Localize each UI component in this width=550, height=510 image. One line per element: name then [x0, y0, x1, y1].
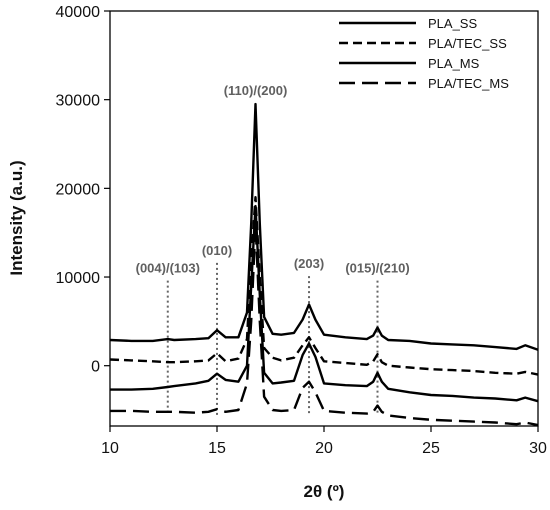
x-axis: 10 15 20 25 30: [101, 426, 547, 457]
series-layer: [109, 102, 539, 427]
peak-label: (004)/(103): [136, 261, 200, 276]
legend-label: PLA_MS: [428, 56, 480, 71]
legend-label: PLA_SS: [428, 16, 477, 31]
y-tick-label: 10000: [56, 270, 101, 287]
x-tick-label: 15: [208, 440, 226, 457]
peak-label: (010): [202, 243, 232, 258]
series-line-4: [110, 222, 539, 427]
x-tick-label: 20: [315, 440, 333, 457]
y-tick-label: 0: [91, 359, 100, 376]
peak-label: (015)/(210): [345, 261, 409, 276]
y-tick-label: 40000: [56, 4, 101, 21]
y-tick-label: 30000: [56, 93, 101, 110]
peak-label: (110)/(200): [224, 83, 288, 98]
legend-label: PLA/TEC_SS: [428, 36, 507, 51]
x-tick-label: 30: [529, 440, 547, 457]
peak-label: (203): [294, 256, 324, 271]
y-tick-label: 20000: [56, 181, 101, 198]
peak-guide-lines: [166, 262, 379, 416]
x-axis-title: 2θ (º): [304, 482, 345, 501]
legend: PLA_SS PLA/TEC_SS PLA_MS PLA/TEC_MS: [339, 16, 509, 91]
y-axis: 0 10000 20000 30000 40000: [56, 4, 110, 376]
series-line-3: [110, 204, 539, 403]
y-axis-title: Intensity (a.u.): [7, 160, 26, 275]
series-line-1: [109, 102, 539, 351]
legend-label: PLA/TEC_MS: [428, 76, 509, 91]
x-tick-label: 25: [422, 440, 440, 457]
series-line-2: [109, 196, 539, 376]
x-tick-label: 10: [101, 440, 119, 457]
peak-labels: (004)/(103)(010) (110)/(200) (203) (015)/(2…: [136, 83, 410, 275]
plot-frame: [109, 10, 539, 427]
